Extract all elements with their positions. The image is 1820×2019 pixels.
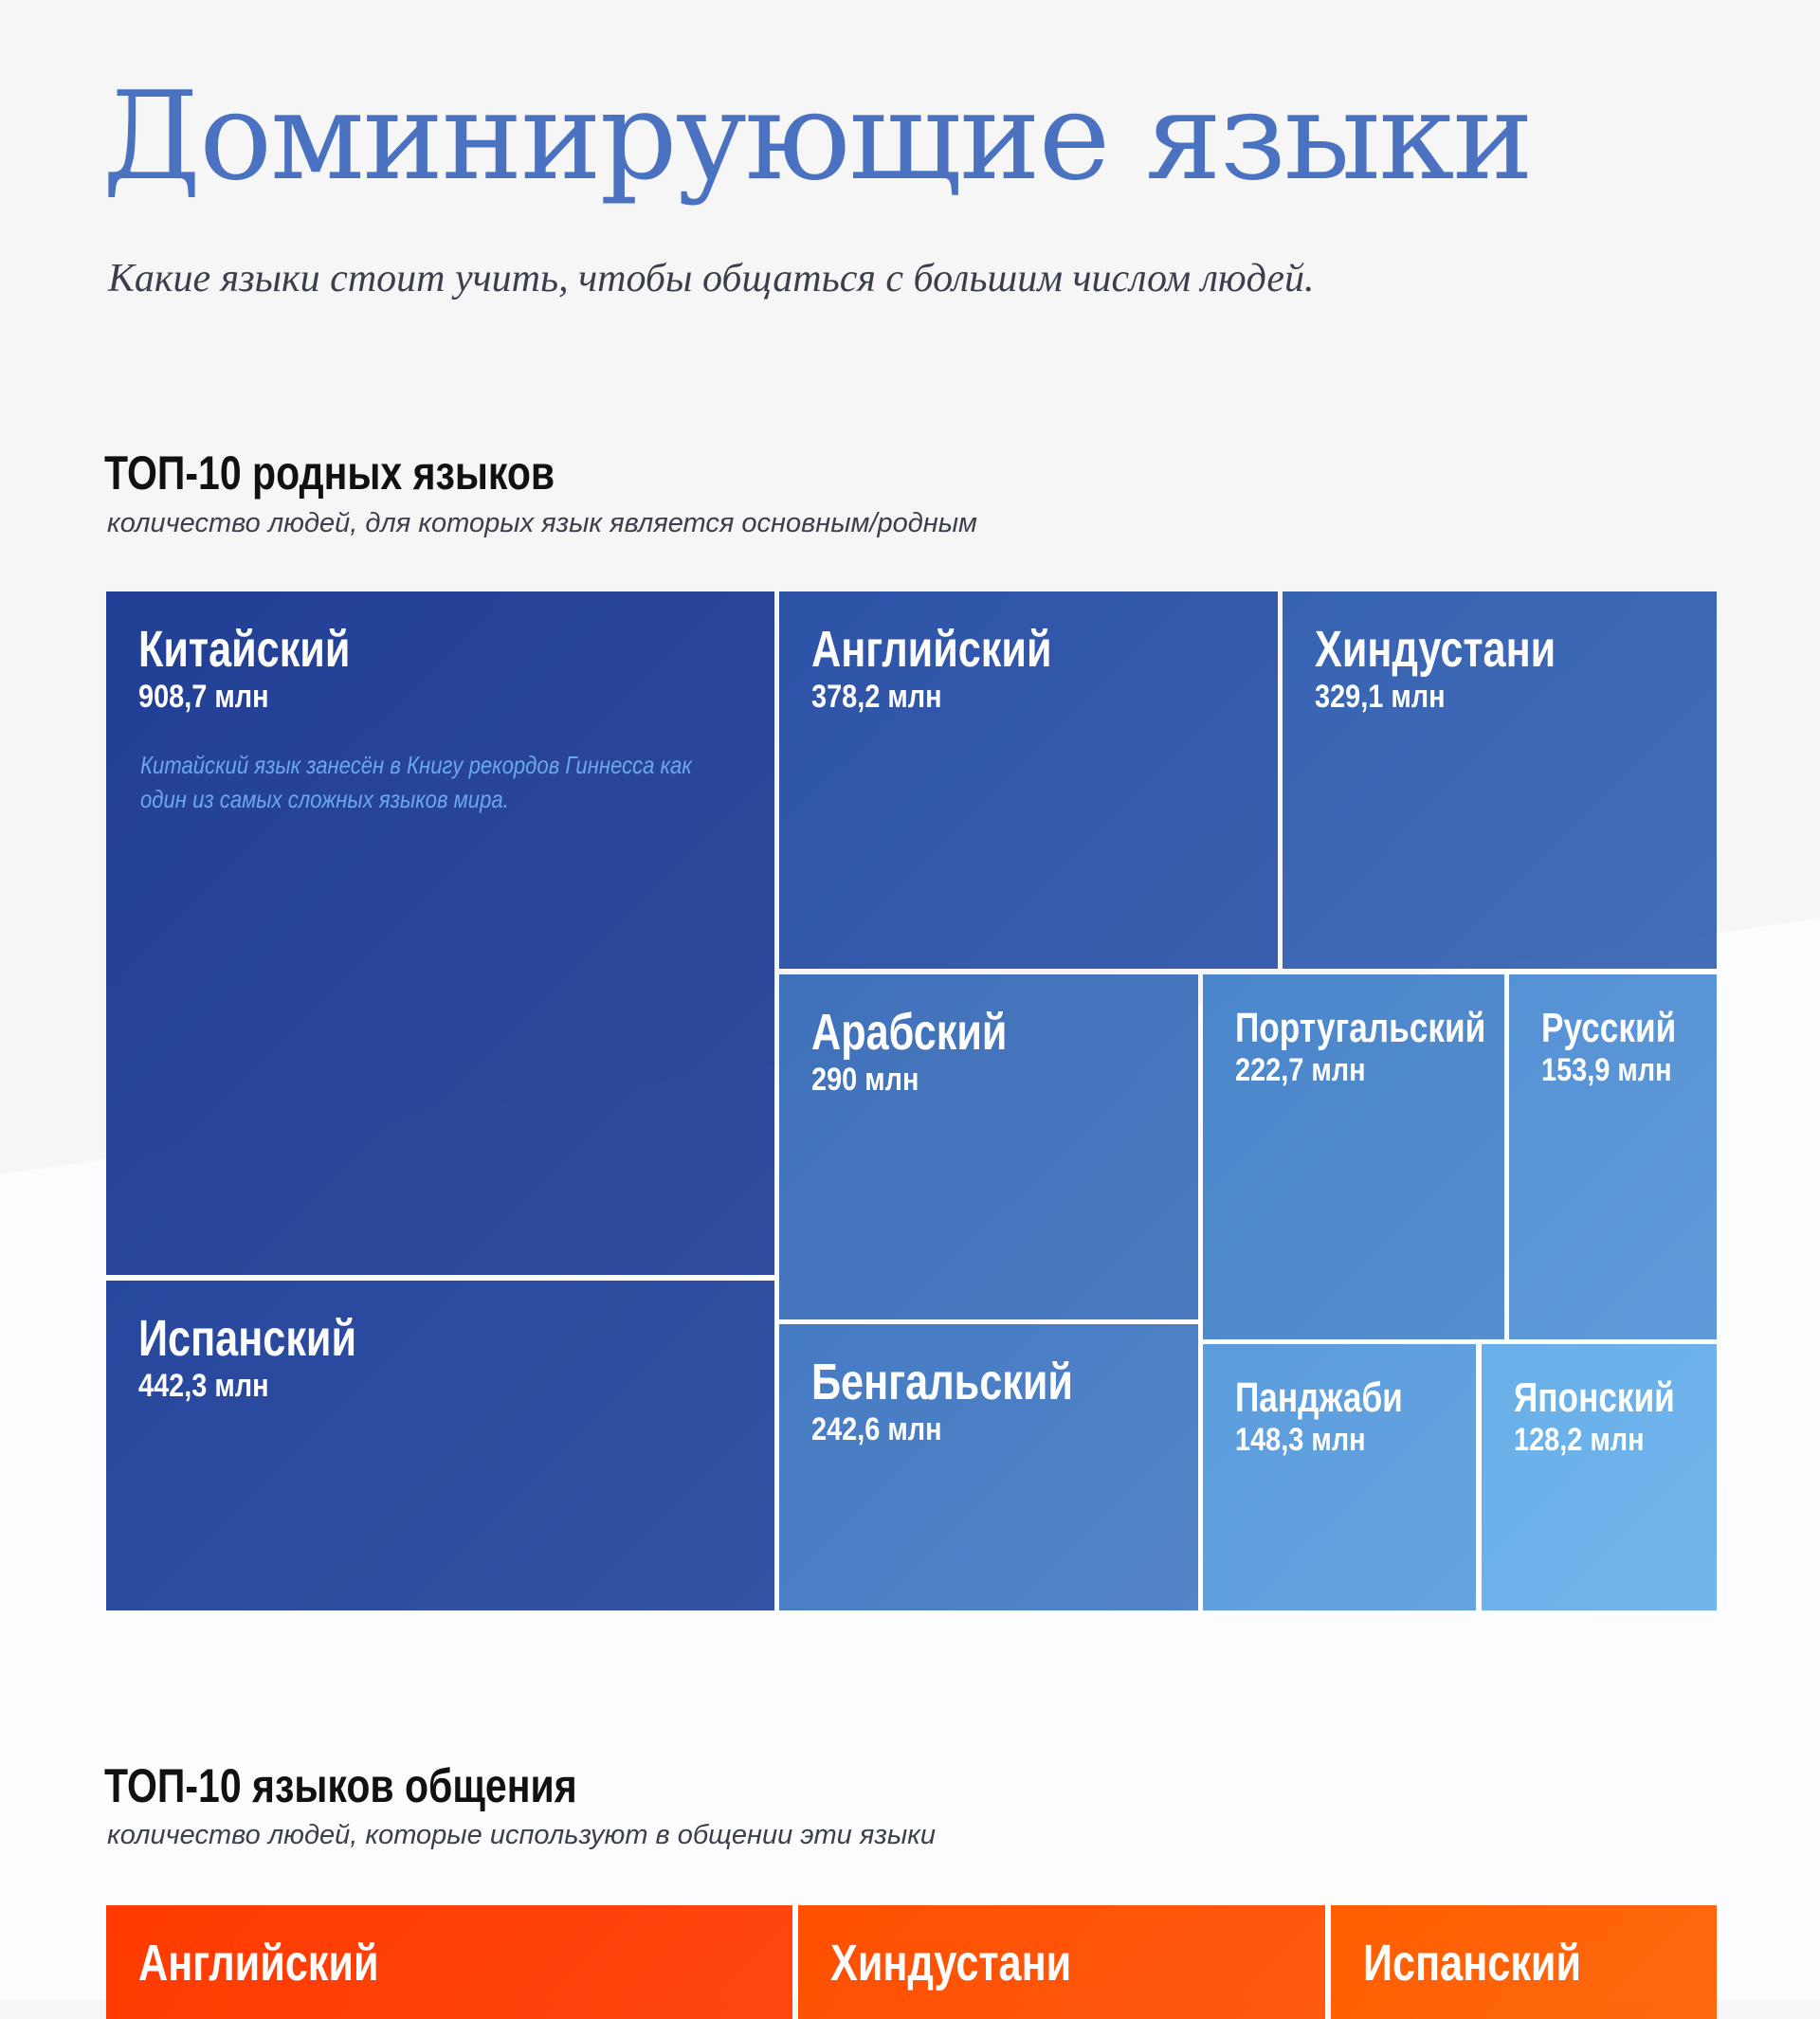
tile-value: 290 млн — [811, 1062, 919, 1098]
native-languages-subtitle: количество людей, для которых язык являе… — [107, 508, 977, 538]
tile-name: Испанский — [138, 1310, 357, 1367]
treemap-tile: Хиндустани 329,1 млн — [1283, 591, 1717, 969]
treemap-tile: Японский 128,2 млн — [1482, 1344, 1717, 1610]
treemap-tile: Панджаби 148,3 млн — [1203, 1344, 1476, 1610]
tile-value: 222,7 млн — [1235, 1052, 1366, 1088]
tile-value: 442,3 млн — [138, 1368, 269, 1404]
treemap-tile: Английский 378,2 млн — [779, 591, 1278, 969]
tile-value: 242,6 млн — [811, 1411, 942, 1447]
page-title: Доминирующие языки — [102, 66, 1534, 208]
tile-value: 128,2 млн — [1514, 1422, 1645, 1458]
treemap-tile: Китайский 908,7 млн Китайский язык занесён… — [106, 591, 774, 1275]
treemap-tile: Испанский 442,3 млн — [106, 1281, 774, 1610]
tile-name: Арабский — [811, 1004, 1008, 1061]
treemap-tile: Бенгальский 242,6 млн — [779, 1324, 1198, 1610]
tile-name: Китайский — [138, 621, 351, 678]
treemap-tile: Хиндустани — [798, 1905, 1325, 2019]
tile-value: 153,9 млн — [1541, 1052, 1672, 1088]
tile-name: Бенгальский — [811, 1354, 1073, 1410]
tile-value: 148,3 млн — [1235, 1422, 1366, 1458]
tile-value: 378,2 млн — [811, 679, 942, 715]
tile-name: Английский — [811, 621, 1052, 678]
communication-languages-subtitle: количество людей, которые используют в о… — [107, 1820, 936, 1850]
communication-languages-title: ТОП-10 языков общения — [104, 1759, 577, 1812]
tile-name: Панджаби — [1235, 1374, 1403, 1421]
tile-value: 908,7 млн — [138, 679, 269, 715]
tile-name: Португальский — [1235, 1005, 1486, 1051]
tile-name: Хиндустани — [1315, 621, 1556, 678]
treemap-tile: Испанский — [1331, 1905, 1717, 2019]
treemap-tile: Английский — [106, 1905, 792, 2019]
treemap-tile: Португальский 222,7 млн — [1203, 974, 1504, 1339]
tile-annotation: Китайский язык занесён в Книгу рекордов … — [140, 751, 692, 813]
treemap-tile: Арабский 290 млн — [779, 974, 1198, 1319]
tile-value: 329,1 млн — [1315, 679, 1446, 715]
native-languages-title: ТОП-10 родных языков — [104, 446, 555, 500]
tile-name: Испанский — [1363, 1935, 1582, 1992]
tile-name: Английский — [138, 1935, 379, 1992]
tile-name: Русский — [1541, 1005, 1677, 1051]
tile-name: Хиндустани — [830, 1935, 1072, 1992]
tile-name: Японский — [1514, 1374, 1675, 1421]
page-subtitle: Какие языки стоит учить, чтобы общаться … — [108, 257, 1315, 300]
treemap-tile: Русский 153,9 млн — [1509, 974, 1717, 1339]
